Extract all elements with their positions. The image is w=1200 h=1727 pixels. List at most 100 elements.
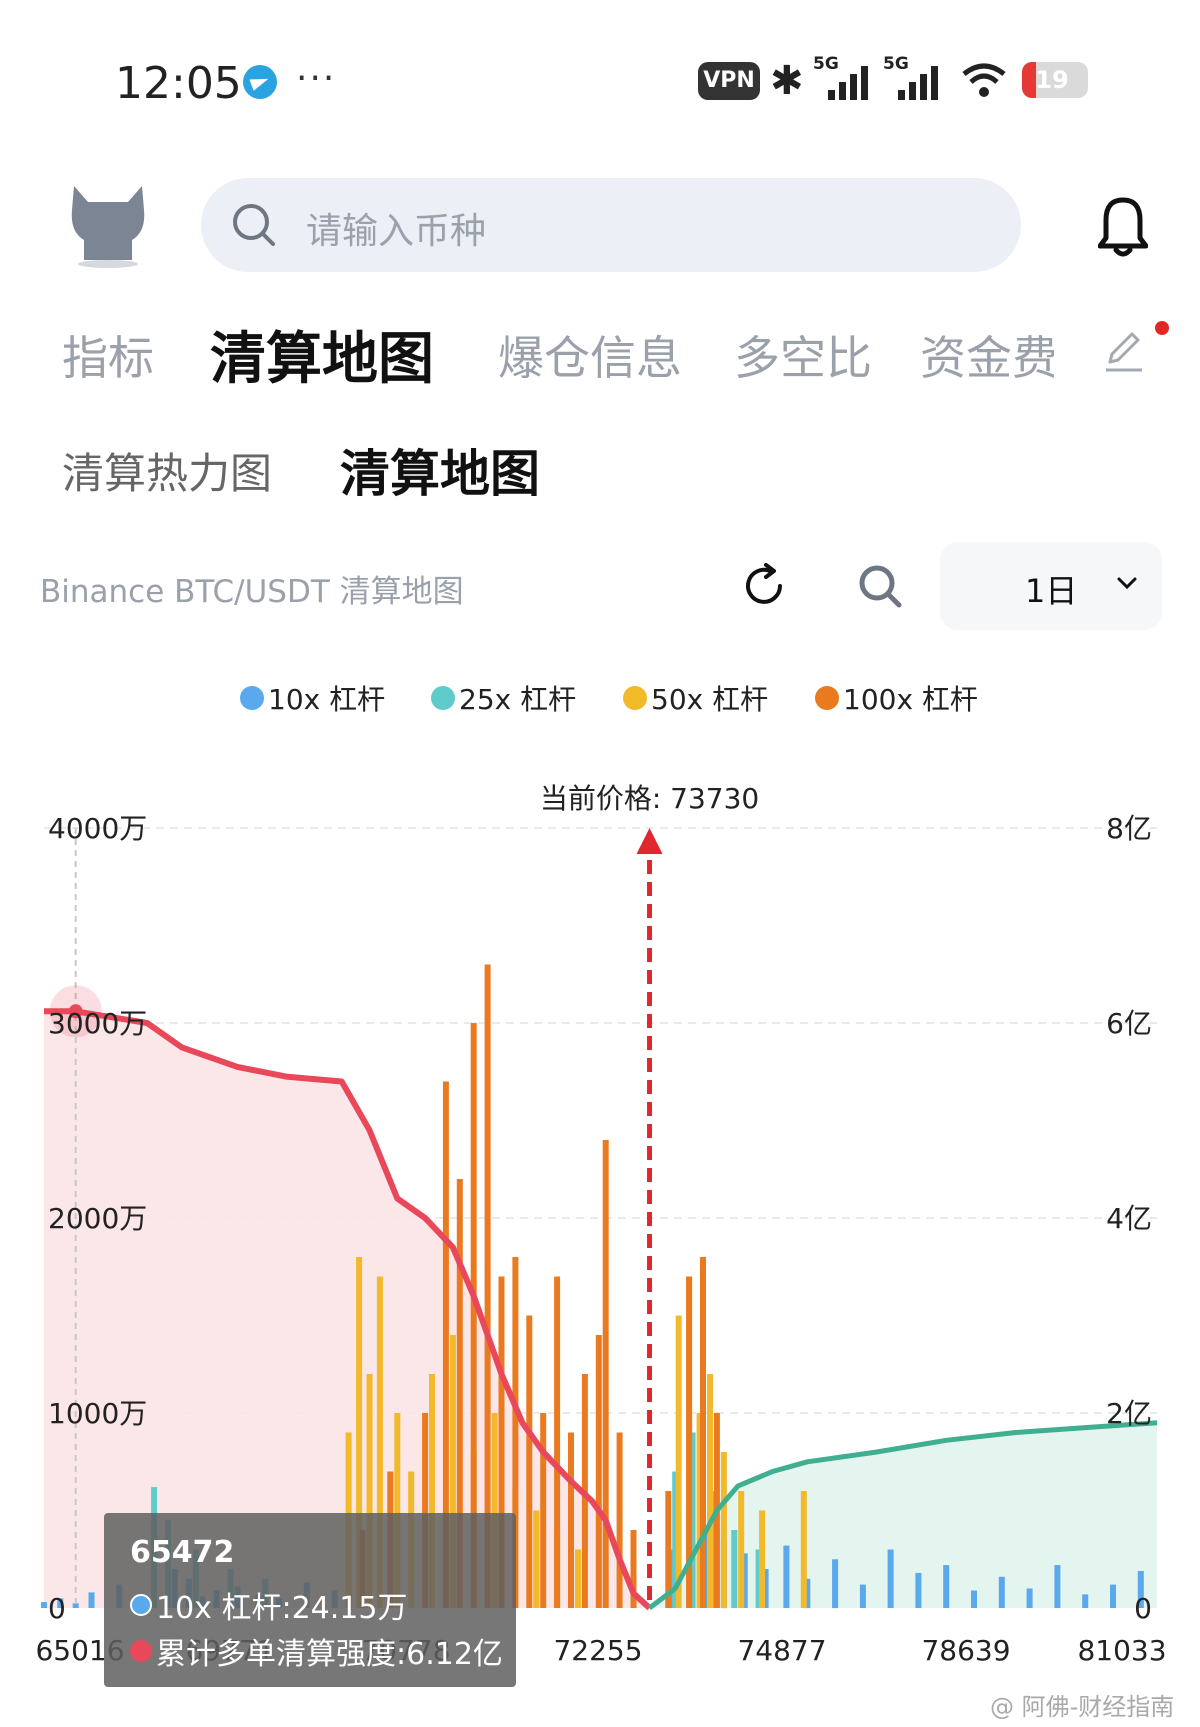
tab-long-short-ratio[interactable]: 多空比 [734, 331, 872, 385]
bar [741, 1553, 748, 1608]
clock: 12:05 [115, 58, 242, 109]
legend-item-100x[interactable]: 100x 杠杆 [815, 678, 978, 718]
cumulative-areas [44, 1011, 1157, 1608]
wifi-icon [962, 63, 1006, 97]
subtab-liquidation-map[interactable]: 清算地图 [340, 445, 540, 503]
long-cumulative-line [44, 1008, 652, 1611]
bar [1137, 1571, 1144, 1608]
bar [887, 1549, 894, 1608]
bar [456, 1179, 463, 1608]
zoom-search-icon[interactable] [856, 562, 904, 610]
tooltip-row-text: 10x 杠杆:24.15万 [156, 1591, 408, 1626]
bar [595, 1335, 602, 1608]
bar [533, 1510, 540, 1608]
bar [512, 1257, 519, 1608]
bar [470, 1023, 477, 1608]
bar [759, 1510, 766, 1608]
bar [665, 1491, 672, 1608]
battery-level: 19 [1035, 66, 1069, 94]
legend-item-25x[interactable]: 25x 杠杆 [431, 678, 576, 718]
sim2-network-label: 5G [883, 54, 909, 74]
bar [491, 1413, 498, 1608]
y-right-tick-label: 4亿 [1106, 1202, 1152, 1235]
bar [783, 1545, 790, 1608]
y-left-tick-label: 3000万 [48, 1007, 147, 1040]
status-bar: 12:05 ··· VPN ✱ 5G 5G 19 [0, 0, 1200, 160]
bar [832, 1559, 839, 1609]
y-left-tick-label: 2000万 [48, 1202, 147, 1235]
bar [1082, 1594, 1089, 1608]
x-tick-label: 72255 [553, 1634, 642, 1667]
battery-icon: 19 [1022, 62, 1088, 98]
bar [710, 1491, 717, 1608]
refresh-icon[interactable] [740, 562, 788, 610]
bar [57, 1598, 64, 1609]
bar [1026, 1588, 1033, 1608]
watermark: @ 阿佛-财经指南 [990, 1693, 1175, 1721]
bar [686, 1276, 693, 1608]
bar [72, 1603, 79, 1608]
period-select[interactable]: 1日 [940, 542, 1162, 630]
legend-label: 100x 杠杆 [843, 683, 978, 716]
subtab-heatmap[interactable]: 清算热力图 [62, 449, 273, 498]
telegram-icon [243, 65, 277, 99]
vpn-icon: VPN [698, 62, 760, 100]
bar [366, 1374, 373, 1608]
bar [429, 1374, 435, 1608]
bar [498, 1276, 505, 1608]
notification-dot [1155, 321, 1169, 335]
sim1-network-label: 5G [813, 54, 839, 74]
bar [700, 1257, 706, 1608]
tab-liquidation-map[interactable]: 清算地图 [210, 327, 434, 392]
bar [575, 1549, 581, 1608]
bar [376, 1276, 383, 1608]
bar [442, 1081, 449, 1608]
y-left-tick-label: 1000万 [48, 1397, 147, 1430]
current-price-marker: 当前价格: 73730 [540, 782, 759, 1608]
bar [540, 1413, 547, 1608]
current-price-label: 当前价格: 73730 [540, 782, 759, 815]
bar [971, 1590, 977, 1608]
y-left-tick-label: 4000万 [48, 812, 147, 845]
y-left-tick-label: 0 [48, 1592, 66, 1625]
legend-label: 50x 杠杆 [651, 683, 769, 716]
chart-title: Binance BTC/USDT 清算地图 [40, 574, 464, 610]
hover-point [68, 1004, 83, 1019]
bar [689, 1432, 696, 1608]
bar [731, 1530, 738, 1608]
signal-icon [828, 60, 868, 100]
bar [568, 1432, 574, 1608]
y-right-tick-label: 2亿 [1106, 1397, 1152, 1430]
x-tick-label: 74877 [737, 1634, 826, 1667]
chart-legend: 10x 杠杆 25x 杠杆 50x 杠杆 100x 杠杆 [0, 678, 1200, 718]
tooltip-swatch [130, 1594, 152, 1616]
long-cumulative-area [44, 1011, 650, 1608]
bar [672, 1471, 679, 1608]
bar [356, 1257, 363, 1608]
bell-icon[interactable] [1098, 196, 1148, 258]
legend-swatch [240, 686, 264, 710]
tooltip-row-text: 累计多单清算强度:6.12亿 [156, 1637, 503, 1672]
search-placeholder: 请输入币种 [306, 211, 487, 252]
short-cumulative-area [649, 1422, 1157, 1608]
bar [707, 1374, 713, 1608]
chart-tooltip: 65472 10x 杠杆:24.15万 累计多单清算强度:6.12亿 [104, 1513, 516, 1687]
tab-liquidation-info[interactable]: 爆仓信息 [498, 331, 682, 385]
edit-icon[interactable] [1100, 326, 1148, 374]
bar [1110, 1584, 1116, 1608]
avatar[interactable] [66, 180, 150, 270]
legend-swatch [815, 686, 839, 710]
bar [41, 1602, 47, 1608]
legend-item-10x[interactable]: 10x 杠杆 [240, 678, 385, 718]
bar [616, 1432, 623, 1608]
search-input[interactable]: 请输入币种 [201, 178, 1021, 272]
bluetooth-icon: ✱ [770, 58, 804, 104]
tab-indicators[interactable]: 指标 [62, 331, 154, 385]
liquidation-map-chart[interactable]: 001000万2亿2000万4亿3000万6亿4000万8亿6501669771… [0, 760, 1200, 1700]
legend-item-50x[interactable]: 50x 杠杆 [623, 678, 768, 718]
tab-funding-rate[interactable]: 资金费: [920, 331, 1054, 385]
bar [422, 1413, 429, 1608]
chevron-down-icon [1117, 577, 1137, 590]
y-right-tick-label: 8亿 [1106, 812, 1152, 845]
bar [720, 1452, 727, 1608]
